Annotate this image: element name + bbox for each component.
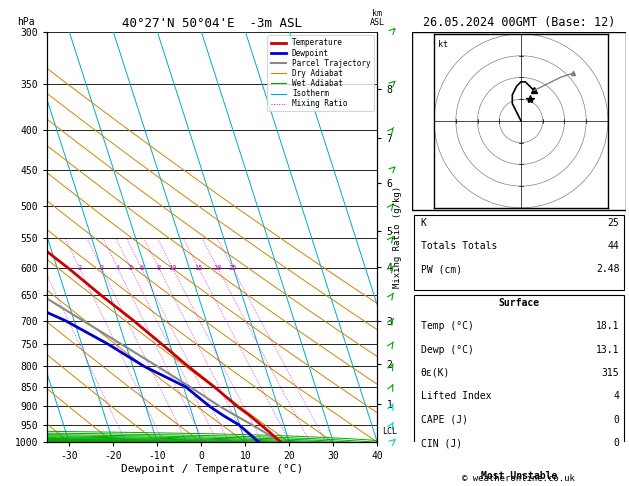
Text: 20: 20 — [213, 265, 222, 271]
Bar — [414, 469, 624, 486]
Legend: Temperature, Dewpoint, Parcel Trajectory, Dry Adiabat, Wet Adiabat, Isotherm, Mi: Temperature, Dewpoint, Parcel Trajectory… — [267, 35, 374, 111]
Text: 13.1: 13.1 — [596, 345, 620, 354]
Text: 44: 44 — [608, 241, 620, 251]
Text: Surface: Surface — [498, 298, 540, 308]
Text: PW (cm): PW (cm) — [421, 264, 462, 275]
Text: Mixing Ratio (g/kg): Mixing Ratio (g/kg) — [393, 186, 402, 288]
Text: 315: 315 — [602, 368, 620, 378]
Text: 18.1: 18.1 — [596, 321, 620, 331]
Text: 8: 8 — [157, 265, 161, 271]
Text: © weatheronline.co.uk: © weatheronline.co.uk — [462, 474, 576, 483]
Bar — [412, 32, 626, 210]
Text: hPa: hPa — [18, 17, 35, 28]
Text: CIN (J): CIN (J) — [421, 438, 462, 448]
Text: 4: 4 — [116, 265, 120, 271]
Bar — [414, 295, 624, 464]
Text: 15: 15 — [194, 265, 203, 271]
Text: K: K — [421, 218, 426, 227]
Text: 0: 0 — [613, 438, 620, 448]
X-axis label: Dewpoint / Temperature (°C): Dewpoint / Temperature (°C) — [121, 464, 303, 474]
Text: CAPE (J): CAPE (J) — [421, 415, 467, 425]
Text: θε(K): θε(K) — [421, 368, 450, 378]
Text: 2.48: 2.48 — [596, 264, 620, 275]
Text: 3: 3 — [99, 265, 104, 271]
Text: Most Unstable: Most Unstable — [481, 471, 557, 482]
Bar — [414, 215, 624, 290]
Text: 0: 0 — [613, 415, 620, 425]
Text: 2: 2 — [77, 265, 82, 271]
Text: 25: 25 — [228, 265, 237, 271]
Text: 6: 6 — [139, 265, 143, 271]
Text: 4: 4 — [613, 391, 620, 401]
Text: kt: kt — [438, 40, 448, 49]
Text: 5: 5 — [128, 265, 133, 271]
Title: 40°27'N 50°04'E  -3m ASL: 40°27'N 50°04'E -3m ASL — [122, 17, 303, 31]
Text: Temp (°C): Temp (°C) — [421, 321, 474, 331]
Text: Totals Totals: Totals Totals — [421, 241, 497, 251]
Text: 25: 25 — [608, 218, 620, 227]
Text: km
ASL: km ASL — [370, 10, 385, 28]
Text: 10: 10 — [169, 265, 177, 271]
Text: 26.05.2024 00GMT (Base: 12): 26.05.2024 00GMT (Base: 12) — [423, 16, 615, 29]
Text: LCL: LCL — [382, 427, 397, 435]
Text: Dewp (°C): Dewp (°C) — [421, 345, 474, 354]
Text: Lifted Index: Lifted Index — [421, 391, 491, 401]
